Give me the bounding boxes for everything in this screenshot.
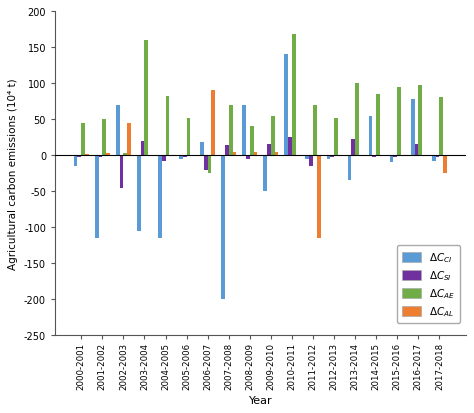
Bar [233,152,237,156]
Bar [305,156,309,159]
Bar [123,154,127,156]
Bar [119,156,123,188]
Bar [106,154,110,156]
Bar [263,156,267,192]
Y-axis label: Agricultural carbon emissions (10⁴ t): Agricultural carbon emissions (10⁴ t) [9,78,18,269]
X-axis label: Year: Year [248,395,272,405]
Bar [267,145,271,156]
Bar [334,119,338,156]
Bar [242,106,246,156]
Bar [313,106,317,156]
Bar [145,41,148,156]
Bar [330,156,334,158]
Bar [137,156,141,231]
Bar [271,116,274,156]
Bar [439,98,443,156]
Bar [254,152,257,156]
Bar [376,95,380,156]
Bar [443,156,447,174]
Bar [284,55,288,156]
Bar [187,119,191,156]
Bar [77,156,81,158]
Bar [419,86,422,156]
Bar [211,91,215,156]
Bar [373,156,376,158]
Bar [355,84,359,156]
Bar [204,156,208,170]
Bar [411,100,415,156]
Bar [432,156,436,161]
Bar [127,123,131,156]
Bar [369,116,373,156]
Bar [162,156,165,161]
Bar [288,138,292,156]
Bar [208,156,211,174]
Bar [102,120,106,156]
Bar [250,127,254,156]
Bar [436,156,439,158]
Bar [351,140,355,156]
Bar [292,35,296,156]
Bar [165,97,169,156]
Bar [229,106,233,156]
Bar [116,106,119,156]
Bar [183,156,187,158]
Bar [397,88,401,156]
Bar [200,143,204,156]
Bar [81,123,85,156]
Bar [225,146,229,156]
Bar [158,156,162,238]
Legend: $\Delta C_{CI}$, $\Delta C_{SI}$, $\Delta C_{AE}$, $\Delta C_{AL}$: $\Delta C_{CI}$, $\Delta C_{SI}$, $\Delt… [397,246,460,323]
Bar [95,156,99,238]
Bar [221,156,225,299]
Bar [347,156,351,181]
Bar [309,156,313,166]
Bar [141,142,145,156]
Bar [327,156,330,159]
Bar [99,156,102,158]
Bar [274,152,278,156]
Bar [393,156,397,158]
Bar [317,156,320,238]
Bar [73,156,77,166]
Bar [415,145,419,156]
Bar [390,156,393,163]
Bar [179,156,183,159]
Bar [85,154,89,156]
Bar [246,156,250,159]
